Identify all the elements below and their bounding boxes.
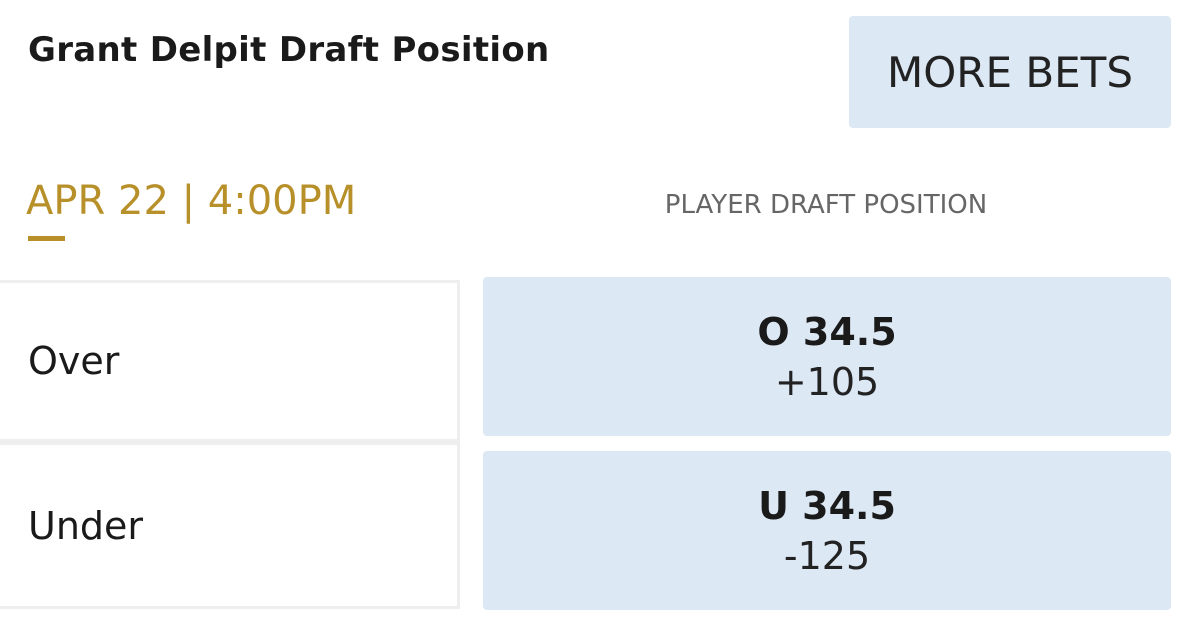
date-underline — [28, 236, 65, 241]
more-bets-button[interactable]: MORE BETS — [849, 16, 1171, 128]
title: Grant Delpit Draft Position — [28, 30, 550, 70]
odds-button[interactable]: O 34.5 +105 — [483, 277, 1171, 436]
row-label-cell: Over — [0, 280, 460, 442]
bet-odds: -125 — [783, 533, 871, 578]
row-label: Under — [28, 503, 144, 548]
more-bets-label: MORE BETS — [886, 47, 1134, 97]
row-label-cell: Under — [0, 442, 460, 609]
row-label: Over — [28, 339, 120, 383]
bet-line: O 34.5 — [757, 309, 897, 354]
odds-button[interactable]: U 34.5 -125 — [483, 451, 1171, 610]
market-label: PLAYER DRAFT POSITION — [664, 190, 988, 220]
bet-odds: +105 — [774, 359, 880, 404]
bet-line: U 34.5 — [758, 483, 896, 528]
date-time: APR 22 | 4:00PM — [26, 178, 357, 224]
